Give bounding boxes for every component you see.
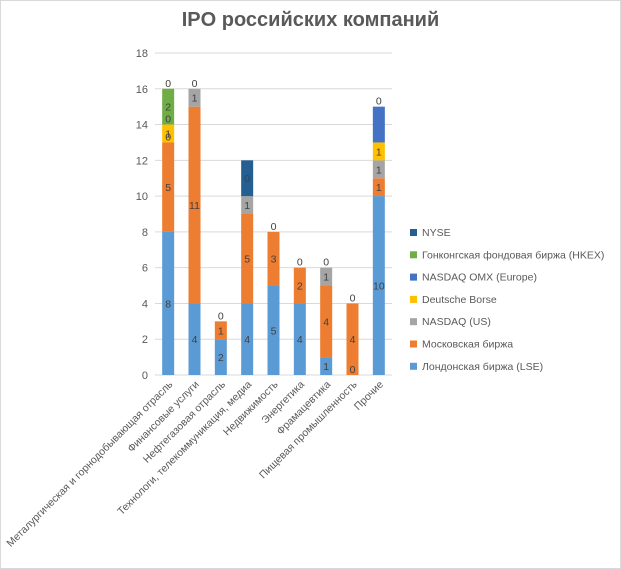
- bar-segment: [372, 160, 385, 179]
- data-label: 11: [189, 200, 200, 212]
- bar-segment: [214, 339, 227, 375]
- y-tick-label: 12: [136, 155, 148, 167]
- y-tick-label: 0: [142, 370, 148, 382]
- data-label: 1: [323, 361, 329, 373]
- data-label: 5: [165, 182, 171, 194]
- y-tick-label: 14: [136, 120, 148, 132]
- data-label: 1: [323, 272, 329, 284]
- bar-segment: [188, 303, 201, 375]
- data-label: 1: [376, 146, 382, 158]
- legend: NYSE Гонконгская фондовая биржа (HKEX) NAS…: [410, 227, 604, 373]
- data-label: 0: [165, 131, 171, 143]
- data-label: 0: [376, 96, 382, 108]
- data-label: 4: [192, 334, 198, 346]
- data-label: 0: [165, 78, 171, 90]
- x-category-label: Прочие: [352, 379, 386, 413]
- bar-segment: [241, 214, 254, 304]
- data-label: 4: [323, 316, 329, 328]
- legend-swatch: [410, 318, 417, 326]
- data-label: 1: [244, 200, 250, 212]
- data-label: 2: [218, 352, 224, 364]
- bar-segment: [320, 267, 333, 286]
- legend-swatch: [410, 295, 417, 303]
- bar-segment: [162, 142, 175, 232]
- y-axis: 0 2 4 6 8 10 12 14 16 18: [136, 48, 148, 382]
- data-label: 4: [244, 334, 250, 346]
- data-label: 5: [271, 325, 277, 337]
- bar-segment: [162, 231, 175, 375]
- legend-label: Гонконгская фондовая биржа (HKEX): [422, 249, 604, 261]
- data-label: 0: [218, 310, 224, 322]
- data-label: 2: [297, 281, 303, 293]
- legend-swatch: [410, 340, 417, 348]
- legend-label: Deutsche Borse: [422, 294, 497, 306]
- bar-segment: [320, 357, 333, 375]
- y-tick-label: 4: [142, 298, 148, 310]
- data-label: 0: [350, 292, 356, 304]
- bar-segment: [241, 160, 254, 197]
- data-label: 1: [376, 164, 382, 176]
- bar-segment: [372, 142, 385, 161]
- data-label: 4: [350, 334, 356, 346]
- data-label: 1: [165, 129, 171, 141]
- legend-label: Лондонская биржа (LSE): [422, 361, 543, 373]
- bar-segment: [241, 303, 254, 375]
- data-label: 4: [297, 334, 303, 346]
- bar-segment: [162, 124, 175, 143]
- y-tick-label: 8: [142, 227, 148, 239]
- data-label: 0: [350, 364, 356, 376]
- data-label: 0: [323, 257, 329, 269]
- data-label: 8: [165, 298, 171, 310]
- legend-swatch: [410, 362, 417, 370]
- data-label: 0: [165, 114, 171, 126]
- legend-swatch: [410, 229, 417, 236]
- legend-label: Московская биржа: [422, 339, 513, 351]
- legend-swatch: [410, 251, 417, 259]
- data-label: 5: [244, 254, 250, 266]
- y-tick-label: 6: [142, 263, 148, 275]
- data-label: 0: [271, 221, 277, 233]
- data-label: 1: [376, 182, 382, 194]
- y-tick-label: 10: [136, 191, 148, 203]
- bar-segment: [214, 321, 227, 340]
- chart-title: IPO российских компаний: [181, 9, 440, 31]
- bar-segment: [267, 231, 280, 286]
- bar-segment: [320, 285, 333, 358]
- bar-segment: [293, 303, 306, 375]
- data-label: 3: [271, 254, 277, 266]
- bar-segment: [188, 106, 201, 304]
- bar-segment: [188, 88, 201, 107]
- legend-swatch: [410, 273, 417, 281]
- bars: [162, 88, 385, 375]
- bar-segment: [372, 106, 385, 143]
- y-tick-label: 2: [142, 334, 148, 346]
- bar-segment: [372, 196, 385, 375]
- legend-label: NASDAQ (US): [422, 316, 491, 328]
- data-label: 10: [373, 281, 385, 293]
- bar-segment: [293, 267, 306, 304]
- bar-segment: [372, 178, 385, 197]
- data-label: 0: [192, 78, 198, 90]
- data-label: 0: [244, 173, 250, 185]
- data-label: 0: [297, 257, 303, 269]
- y-tick-label: 16: [136, 84, 148, 96]
- x-axis: Металургическая и горнодобывающая отрасл…: [4, 378, 386, 549]
- bar-segment: [267, 285, 280, 375]
- bar-segment: [346, 303, 359, 375]
- legend-label: NYSE: [422, 227, 451, 239]
- data-label: 2: [165, 102, 171, 114]
- data-label: 1: [192, 93, 198, 105]
- y-tick-label: 18: [136, 48, 148, 60]
- bar-segment: [162, 88, 175, 125]
- legend-label: NASDAQ OMX (Europe): [422, 272, 537, 284]
- data-label: 1: [218, 325, 224, 337]
- bar-segment: [241, 196, 254, 214]
